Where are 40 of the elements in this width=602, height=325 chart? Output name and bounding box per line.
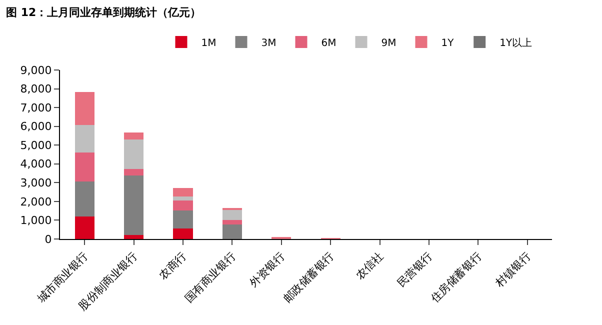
y-tick-label: 5,000 [20,138,52,152]
legend-label: 1Y以上 [500,36,532,49]
y-tick-label: 8,000 [20,82,52,96]
bar [124,176,144,236]
bar [124,132,144,140]
chart-title: 图 12：上月同业存单到期统计（亿元） [6,6,202,19]
legend-label: 3M [261,38,276,49]
legend-label: 1Y [441,38,455,49]
y-tick-label: 9,000 [20,64,52,77]
bar [74,124,94,153]
legend-label: 9M [381,38,396,49]
legend-label: 1M [201,38,216,49]
bar [74,92,94,125]
x-tick-label: 外资银行 [247,250,288,290]
bar [74,216,94,239]
bar [74,152,94,182]
y-tick-label: 7,000 [20,101,52,114]
y-tick-label: 3,000 [20,176,52,190]
y-tick-label: 0 [44,232,52,246]
bar [173,188,193,197]
bar [124,168,144,176]
legend-label: 6M [321,38,336,49]
x-tick-label: 民营银行 [394,250,436,290]
bar [74,182,94,216]
y-tick-label: 4,000 [20,158,52,171]
bar [222,220,242,224]
bar [173,196,193,200]
x-tick-label: 农信社 [353,250,386,282]
y-tick-label: 2,000 [20,195,52,208]
bar [124,139,144,169]
bar [173,210,193,228]
x-tick-label: 农商行 [156,250,190,282]
y-tick-label: 1,000 [20,214,52,228]
x-tick-label: 村镇银行 [492,250,534,291]
y-tick-label: 6,000 [20,120,52,134]
bar [222,224,242,239]
bar [173,228,193,239]
bar [173,200,193,210]
bar [222,210,242,220]
bar [124,235,144,239]
